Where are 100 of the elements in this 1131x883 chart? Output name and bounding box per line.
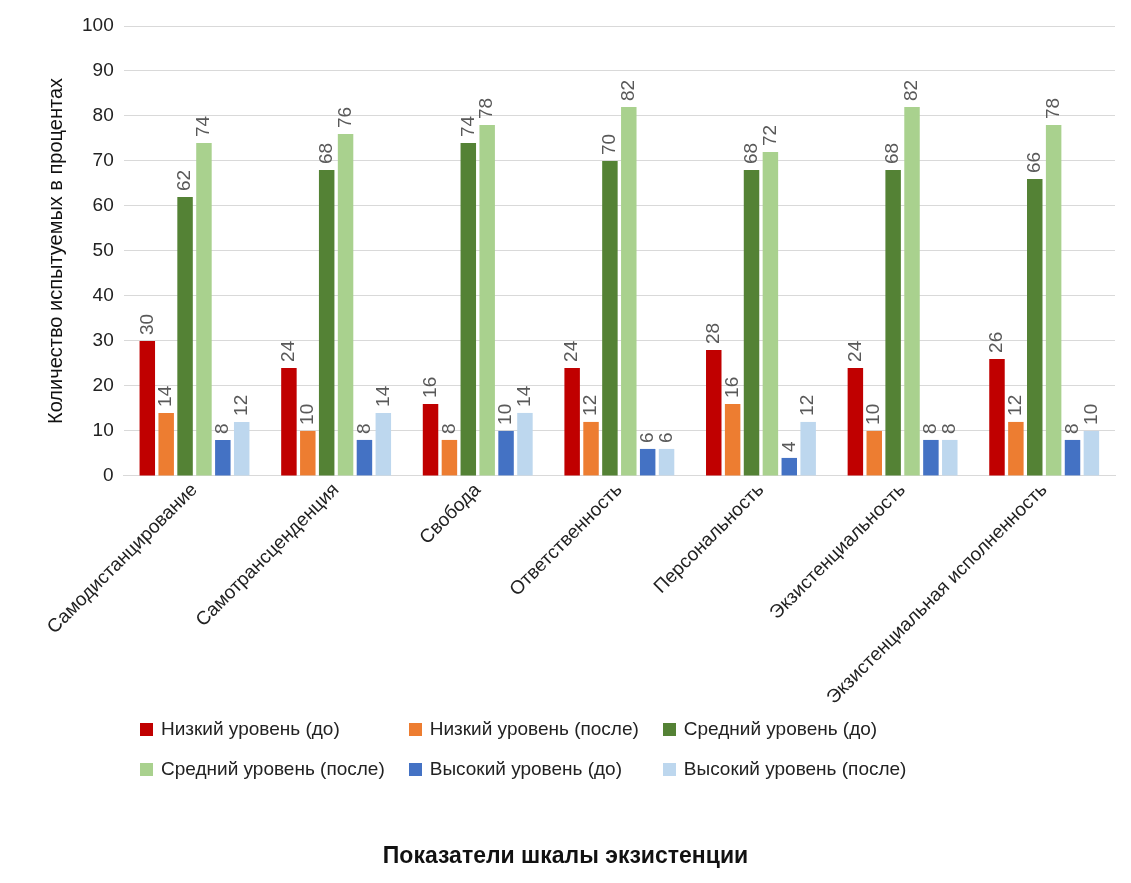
data-label: 24 bbox=[843, 340, 865, 362]
y-tick-label: 60 bbox=[92, 194, 114, 216]
data-label: 74 bbox=[192, 115, 214, 137]
data-label: 66 bbox=[1022, 151, 1044, 173]
legend-label: Низкий уровень (до) bbox=[161, 718, 340, 740]
data-label: 8 bbox=[211, 423, 233, 434]
bar bbox=[460, 142, 477, 476]
data-label: 4 bbox=[777, 440, 799, 452]
data-label: 12 bbox=[796, 394, 818, 416]
bar bbox=[866, 430, 882, 476]
legend-label: Низкий уровень (после) bbox=[429, 718, 639, 740]
legend-label: Средний уровень (после) bbox=[161, 758, 385, 780]
bar bbox=[441, 439, 458, 476]
data-label: 68 bbox=[314, 142, 336, 164]
bar bbox=[158, 412, 174, 476]
data-label: 16 bbox=[418, 376, 440, 398]
legend-label: Высокий уровень (до) bbox=[429, 758, 623, 780]
data-label: 10 bbox=[494, 403, 516, 425]
data-label: 24 bbox=[277, 340, 299, 362]
data-label: 16 bbox=[720, 376, 742, 398]
bar bbox=[743, 169, 760, 476]
data-label: 78 bbox=[1041, 97, 1063, 119]
data-label: 78 bbox=[475, 97, 497, 119]
bar bbox=[621, 106, 637, 476]
data-label: 8 bbox=[352, 423, 374, 434]
y-tick-label: 40 bbox=[92, 284, 114, 306]
bar bbox=[847, 367, 864, 476]
y-tick-label: 10 bbox=[92, 419, 114, 441]
data-label: 8 bbox=[938, 423, 960, 434]
data-label: 8 bbox=[437, 423, 459, 434]
data-label: 12 bbox=[229, 394, 251, 416]
y-tick-label: 70 bbox=[92, 149, 114, 171]
bar bbox=[904, 106, 920, 476]
y-tick-label: 0 bbox=[103, 464, 114, 486]
y-tick-label: 90 bbox=[92, 59, 114, 81]
bar bbox=[762, 151, 779, 476]
bar bbox=[942, 439, 958, 476]
data-label: 70 bbox=[598, 133, 620, 155]
legend-label: Высокий уровень (после) bbox=[683, 758, 907, 780]
data-label: 62 bbox=[173, 169, 195, 191]
bar bbox=[498, 430, 514, 476]
bar bbox=[318, 169, 335, 476]
bar bbox=[639, 448, 656, 476]
bar bbox=[800, 421, 816, 476]
data-label: 14 bbox=[371, 385, 393, 407]
data-label: 74 bbox=[456, 115, 478, 137]
y-tick-label: 20 bbox=[92, 374, 114, 396]
bar bbox=[356, 439, 373, 476]
data-label: 14 bbox=[513, 385, 535, 407]
bar bbox=[1008, 421, 1024, 476]
data-label: 14 bbox=[154, 385, 176, 407]
data-label: 8 bbox=[1060, 423, 1082, 434]
bar bbox=[1064, 439, 1081, 476]
bar bbox=[989, 358, 1005, 476]
data-label: 72 bbox=[758, 124, 780, 146]
data-label: 12 bbox=[579, 394, 601, 416]
text: Показатели шкалы экзистенции bbox=[381, 842, 750, 869]
data-label: 10 bbox=[862, 403, 884, 425]
y-axis-title: Количество испытуемых в процентах bbox=[43, 77, 66, 424]
bar bbox=[564, 367, 580, 476]
bar bbox=[422, 403, 439, 476]
data-label: 6 bbox=[635, 432, 657, 443]
data-label: 68 bbox=[881, 142, 903, 164]
y-tick-label: 30 bbox=[92, 329, 114, 351]
data-label: 10 bbox=[1079, 403, 1101, 425]
bar bbox=[923, 439, 939, 476]
data-label: 26 bbox=[985, 331, 1007, 353]
bar bbox=[215, 439, 231, 476]
data-label: 12 bbox=[1004, 394, 1026, 416]
legend-label: Средний уровень (до) bbox=[683, 718, 878, 740]
y-tick-label: 80 bbox=[92, 104, 114, 126]
data-label: 8 bbox=[919, 423, 941, 434]
data-label: 24 bbox=[560, 340, 582, 362]
bar bbox=[517, 412, 533, 476]
bar bbox=[781, 457, 798, 476]
bar bbox=[602, 160, 618, 476]
bar bbox=[177, 196, 193, 476]
bar bbox=[337, 133, 354, 476]
bar bbox=[139, 340, 156, 476]
data-label: 82 bbox=[900, 79, 922, 101]
bar bbox=[1045, 124, 1062, 476]
bar bbox=[706, 349, 722, 476]
data-label: 10 bbox=[296, 403, 318, 425]
bar bbox=[375, 412, 392, 476]
bar bbox=[724, 403, 741, 476]
data-label: 6 bbox=[654, 432, 676, 443]
bar bbox=[1083, 430, 1100, 476]
bar bbox=[658, 448, 675, 476]
bar bbox=[281, 367, 297, 476]
bar bbox=[1027, 178, 1043, 476]
data-label: 68 bbox=[739, 142, 761, 164]
bar bbox=[300, 430, 316, 476]
bar bbox=[233, 421, 250, 476]
y-tick-label: 50 bbox=[92, 239, 114, 261]
data-label: 76 bbox=[333, 106, 355, 128]
data-label: 30 bbox=[135, 313, 157, 335]
bar bbox=[885, 169, 901, 476]
data-label: 28 bbox=[701, 322, 723, 344]
bar bbox=[479, 124, 495, 476]
data-label: 82 bbox=[617, 79, 639, 101]
